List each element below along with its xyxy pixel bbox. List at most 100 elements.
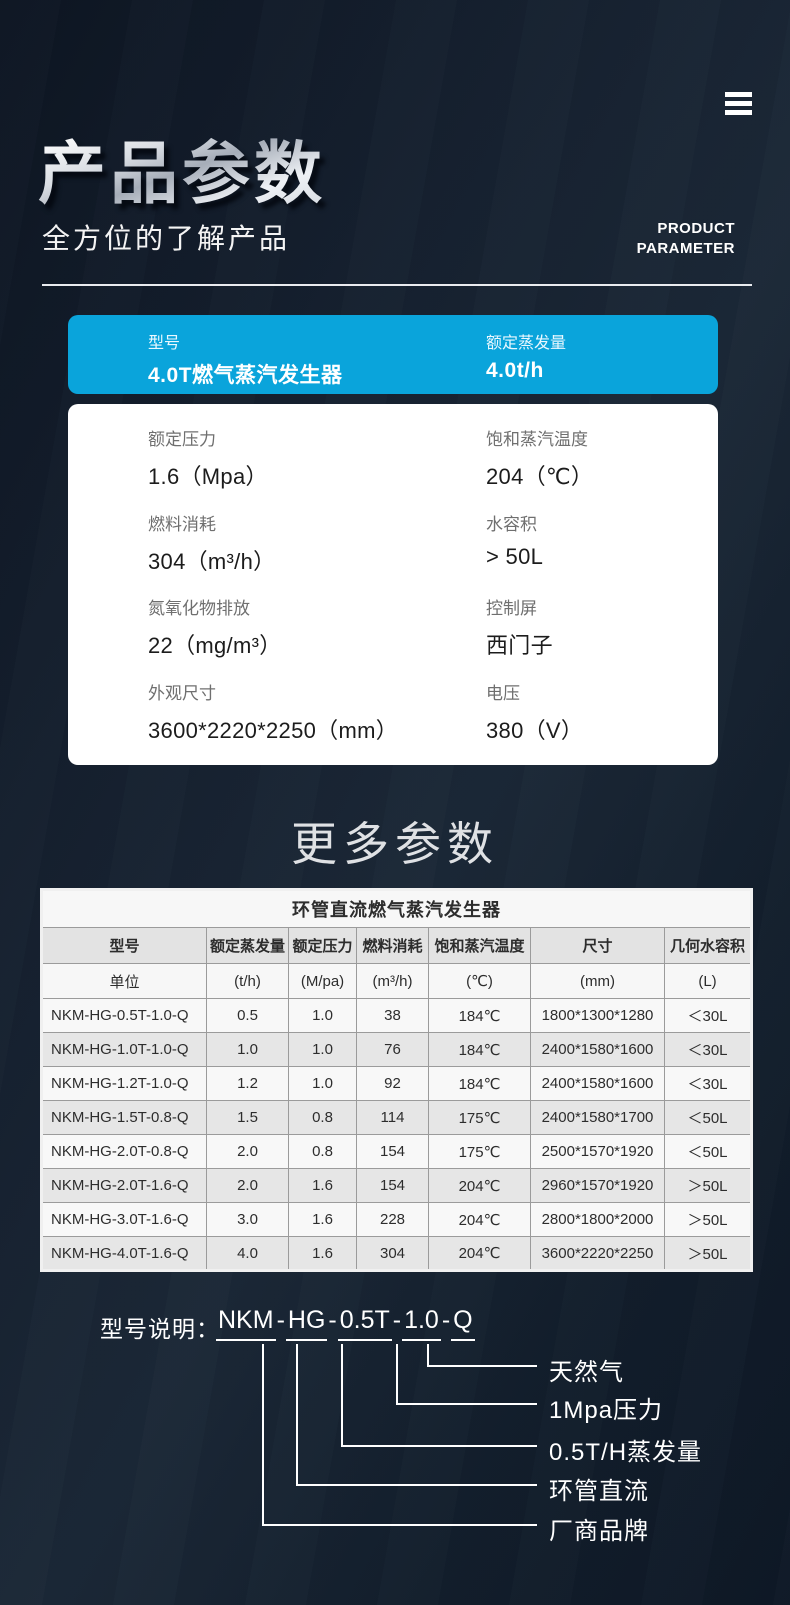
legend-item-brand: 厂商品牌 [549, 1518, 649, 1545]
leader-line-evaporation [341, 1344, 537, 1447]
unit-cell: (t/h) [206, 963, 289, 999]
model-separator: - [276, 1306, 285, 1334]
cell-pressure: 1.6 [288, 1168, 357, 1203]
corner-caption: PRODUCT PARAMETER [637, 219, 735, 258]
unit-cell: (℃) [428, 963, 531, 999]
cell-evaporation: 2.0 [206, 1134, 289, 1169]
cell-pressure: 1.6 [288, 1236, 357, 1271]
cell-fuel: 38 [356, 998, 429, 1033]
unit-cell: (M/pa) [288, 963, 357, 999]
spec-label: 额定压力 [148, 430, 216, 449]
cell-pressure: 1.0 [288, 1066, 357, 1101]
table-title: 环管直流燃气蒸汽发生器 [40, 889, 753, 928]
legend-item-evaporation: 0.5T/H蒸发量 [549, 1439, 703, 1466]
parameters-table: 环管直流燃气蒸汽发生器 型号 额定蒸发量 额定压力 燃料消耗 饱和蒸汽温度 尺寸… [40, 888, 754, 1272]
corner-caption-line1: PRODUCT [657, 220, 735, 237]
model-separator: - [441, 1306, 451, 1334]
table-row: NKM-HG-1.5T-0.8-Q 1.5 0.8 114 175℃ 2400*… [41, 1100, 753, 1135]
unit-cell: (mm) [530, 963, 665, 999]
header-water-volume: 几何水容积 [663, 927, 753, 964]
table-row: NKM-HG-4.0T-1.6-Q 4.0 1.6 304 204℃ 3600*… [41, 1236, 753, 1271]
cell-water-volume: ＜30L [663, 998, 753, 1033]
cell-model: NKM-HG-1.2T-1.0-Q [41, 1066, 207, 1101]
hamburger-icon[interactable] [725, 92, 752, 115]
cell-steam-temp: 184℃ [428, 1066, 531, 1101]
cell-size: 1800*1300*1280 [530, 998, 665, 1033]
evaporation-value: 4.0t/h [486, 359, 544, 382]
spec-label: 水容积 [486, 515, 537, 534]
model-separator: - [392, 1306, 402, 1334]
model-legend-code: NKM - HG -0.5T -1.0- Q [216, 1306, 475, 1341]
spec-value: > 50L [486, 544, 544, 569]
hamburger-bar [725, 110, 752, 115]
table-unit-row: 单位 (t/h) (M/pa) (m³/h) (℃) (mm) (L) [41, 963, 753, 999]
header-divider [42, 284, 752, 286]
cell-fuel: 92 [356, 1066, 429, 1101]
cell-model: NKM-HG-1.0T-1.0-Q [41, 1032, 207, 1067]
unit-cell: 单位 [41, 963, 207, 999]
cell-model: NKM-HG-0.5T-1.0-Q [41, 998, 207, 1033]
legend-item-series: 环管直流 [549, 1478, 649, 1505]
cell-fuel: 154 [356, 1168, 429, 1203]
spec-label: 燃料消耗 [148, 515, 216, 534]
cell-size: 2960*1570*1920 [530, 1168, 665, 1203]
table-header-row: 型号 额定蒸发量 额定压力 燃料消耗 饱和蒸汽温度 尺寸 几何水容积 [41, 927, 753, 964]
spec-item: 饱和蒸汽温度 204（℃） [486, 425, 593, 491]
spec-label: 电压 [486, 684, 520, 703]
hamburger-bar [725, 92, 752, 97]
cell-steam-temp: 204℃ [428, 1168, 531, 1203]
spec-label: 控制屏 [486, 599, 537, 618]
unit-cell: (L) [663, 963, 753, 999]
header-fuel: 燃料消耗 [356, 927, 429, 964]
spec-label: 氮氧化物排放 [148, 599, 250, 618]
unit-cell: (m³/h) [356, 963, 429, 999]
header-size: 尺寸 [530, 927, 665, 964]
model-segment-series: HG [285, 1306, 328, 1341]
leader-line-pressure [396, 1344, 537, 1405]
cell-evaporation: 4.0 [206, 1236, 289, 1271]
cell-size: 3600*2220*2250 [530, 1236, 665, 1271]
cell-evaporation: 0.5 [206, 998, 289, 1033]
legend-item-natural-gas: 天然气 [549, 1359, 624, 1386]
page-subtitle: 全方位的了解产品 [42, 223, 291, 254]
cell-steam-temp: 204℃ [428, 1236, 531, 1271]
model-segment-pressure: 1.0 [402, 1306, 441, 1341]
cell-model: NKM-HG-4.0T-1.6-Q [41, 1236, 207, 1271]
cell-steam-temp: 175℃ [428, 1100, 531, 1135]
header-model: 型号 [41, 927, 207, 964]
model-legend-label: 型号说明： [100, 1316, 220, 1342]
spec-item: 电压 380（V） [486, 679, 583, 745]
table-row: NKM-HG-1.0T-1.0-Q 1.0 1.0 76 184℃ 2400*1… [41, 1032, 753, 1067]
spec-label: 饱和蒸汽温度 [486, 430, 588, 449]
cell-evaporation: 2.0 [206, 1168, 289, 1203]
table-title-row: 环管直流燃气蒸汽发生器 [40, 889, 753, 928]
spec-item: 控制屏 西门子 [486, 594, 553, 660]
spec-item: 氮氧化物排放 22（mg/m³） [148, 594, 282, 660]
spec-value: 304（m³/h） [148, 549, 276, 574]
spec-value: 1.6（Mpa） [148, 464, 268, 489]
header-evaporation: 额定蒸发量 [206, 927, 289, 964]
cell-model: NKM-HG-2.0T-0.8-Q [41, 1134, 207, 1169]
cell-evaporation: 1.0 [206, 1032, 289, 1067]
legend-item-pressure: 1Mpa压力 [549, 1397, 664, 1424]
more-params-heading: 更多参数 [291, 818, 499, 870]
model-cell: 型号 4.0T燃气蒸汽发生器 [148, 329, 343, 389]
cell-model: NKM-HG-3.0T-1.6-Q [41, 1202, 207, 1237]
cell-pressure: 1.0 [288, 998, 357, 1033]
cell-pressure: 0.8 [288, 1134, 357, 1169]
cell-fuel: 304 [356, 1236, 429, 1271]
spec-value: 380（V） [486, 718, 584, 743]
model-separator: - [328, 1306, 337, 1334]
corner-caption-line2: PARAMETER [636, 239, 735, 257]
cell-size: 2800*1800*2000 [530, 1202, 665, 1237]
cell-water-volume: ＜30L [663, 1032, 753, 1067]
spec-card: 额定压力 1.6（Mpa） 饱和蒸汽温度 204（℃） 燃料消耗 304（m³/… [68, 404, 718, 765]
cell-water-volume: ＜30L [663, 1066, 753, 1101]
page-title: 产品参数 [38, 118, 326, 217]
cell-evaporation: 3.0 [206, 1202, 289, 1237]
cell-evaporation: 1.2 [206, 1066, 289, 1101]
spec-label: 外观尺寸 [148, 684, 216, 703]
cell-size: 2500*1570*1920 [530, 1134, 665, 1169]
cell-fuel: 154 [356, 1134, 429, 1169]
